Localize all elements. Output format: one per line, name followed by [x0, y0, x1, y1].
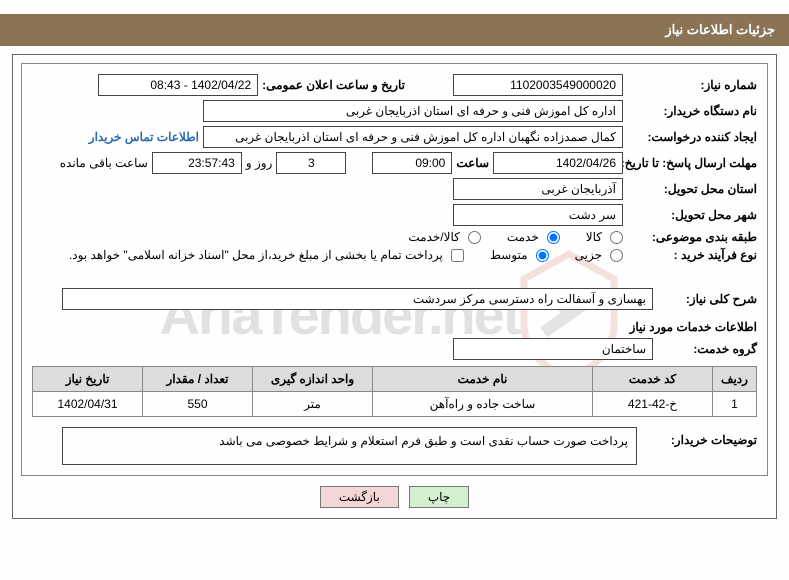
description-value: بهسازی و آسفالت راه دسترسی مرکز سردشت	[62, 288, 653, 310]
deadline-label: مهلت ارسال پاسخ: تا تاریخ:	[627, 156, 757, 170]
radio-goods[interactable]	[610, 231, 623, 244]
deadline-time-value: 09:00	[372, 152, 452, 174]
row-description: شرح کلی نیاز: بهسازی و آسفالت راه دسترسی…	[32, 288, 757, 310]
row-buyer-note: توضیحات خریدار: پرداخت صورت حساب نقدی اس…	[32, 427, 757, 465]
row-deadline: مهلت ارسال پاسخ: تا تاریخ: 1402/04/26 سا…	[32, 152, 757, 174]
need-number-label: شماره نیاز:	[627, 78, 757, 92]
pub-date-value: 1402/04/22 - 08:43	[98, 74, 258, 96]
province-label: استان محل تحویل:	[627, 182, 757, 196]
treasury-checkbox[interactable]	[451, 249, 464, 262]
cell-name: ساخت جاده و راه‌آهن	[373, 392, 593, 417]
cell-date: 1402/04/31	[33, 392, 143, 417]
requester-label: ایجاد کننده درخواست:	[627, 130, 757, 144]
row-service-group: گروه خدمت: ساختمان	[32, 338, 757, 360]
treasury-note: پرداخت تمام یا بخشی از مبلغ خرید،از محل …	[69, 248, 443, 262]
page-title: جزئیات اطلاعات نیاز	[665, 22, 775, 37]
radio-service-label: خدمت	[507, 230, 539, 244]
service-group-label: گروه خدمت:	[657, 342, 757, 356]
days-left-value: 3	[276, 152, 346, 174]
button-row: چاپ بازگشت	[21, 486, 768, 508]
pub-date-label: تاریخ و ساعت اعلان عمومی:	[262, 78, 405, 92]
col-code: کد خدمت	[593, 367, 713, 392]
print-button[interactable]: چاپ	[409, 486, 469, 508]
row-need-number: شماره نیاز: 1102003549000020 تاریخ و ساع…	[32, 74, 757, 96]
cell-row: 1	[713, 392, 757, 417]
radio-both-label: کالا/خدمت	[408, 230, 459, 244]
city-value: سر دشت	[453, 204, 623, 226]
buyer-note-value: پرداخت صورت حساب نقدی است و طبق فرم استع…	[62, 427, 637, 465]
page-header: جزئیات اطلاعات نیاز	[0, 14, 789, 46]
radio-partial[interactable]	[610, 249, 623, 262]
service-info-heading: اطلاعات خدمات مورد نیاز	[32, 320, 757, 334]
col-qty: تعداد / مقدار	[143, 367, 253, 392]
col-unit: واحد اندازه گیری	[253, 367, 373, 392]
buyer-note-label: توضیحات خریدار:	[637, 433, 757, 447]
radio-goods-label: کالا	[586, 230, 602, 244]
cell-unit: متر	[253, 392, 373, 417]
table-header-row: ردیف کد خدمت نام خدمت واحد اندازه گیری ت…	[33, 367, 757, 392]
buyer-contact-link[interactable]: اطلاعات تماس خریدار	[89, 130, 199, 144]
buyer-org-label: نام دستگاه خریدار:	[627, 104, 757, 118]
col-name: نام خدمت	[373, 367, 593, 392]
process-label: نوع فرآیند خرید :	[627, 248, 757, 262]
services-table: ردیف کد خدمت نام خدمت واحد اندازه گیری ت…	[32, 366, 757, 417]
time-label: ساعت	[456, 156, 489, 170]
days-and-text: روز و	[246, 156, 273, 170]
countdown-value: 23:57:43	[152, 152, 242, 174]
row-province: استان محل تحویل: آذربایجان غربی	[32, 178, 757, 200]
outer-frame: شماره نیاز: 1102003549000020 تاریخ و ساع…	[12, 54, 777, 519]
buyer-org-value: اداره کل اموزش فنی و حرفه ای استان اذربا…	[203, 100, 623, 122]
col-date: تاریخ نیاز	[33, 367, 143, 392]
row-requester: ایجاد کننده درخواست: کمال صمدزاده نگهبان…	[32, 126, 757, 148]
row-city: شهر محل تحویل: سر دشت	[32, 204, 757, 226]
city-label: شهر محل تحویل:	[627, 208, 757, 222]
remaining-text: ساعت باقی مانده	[60, 156, 148, 170]
description-label: شرح کلی نیاز:	[657, 292, 757, 306]
row-process-type: نوع فرآیند خرید : جزیی متوسط پرداخت تمام…	[32, 248, 757, 262]
form-panel: شماره نیاز: 1102003549000020 تاریخ و ساع…	[21, 63, 768, 476]
cell-qty: 550	[143, 392, 253, 417]
category-label: طبقه بندی موضوعی:	[627, 230, 757, 244]
table-row: 1 خ-42-421 ساخت جاده و راه‌آهن متر 550 1…	[33, 392, 757, 417]
deadline-date-value: 1402/04/26	[493, 152, 623, 174]
radio-medium[interactable]	[536, 249, 549, 262]
cell-code: خ-42-421	[593, 392, 713, 417]
back-button[interactable]: بازگشت	[320, 486, 399, 508]
radio-medium-label: متوسط	[490, 248, 528, 262]
radio-service[interactable]	[547, 231, 560, 244]
service-group-value: ساختمان	[453, 338, 653, 360]
radio-both[interactable]	[468, 231, 481, 244]
province-value: آذربایجان غربی	[453, 178, 623, 200]
col-row: ردیف	[713, 367, 757, 392]
need-number-value: 1102003549000020	[453, 74, 623, 96]
radio-partial-label: جزیی	[575, 248, 602, 262]
row-buyer-org: نام دستگاه خریدار: اداره کل اموزش فنی و …	[32, 100, 757, 122]
requester-value: کمال صمدزاده نگهبان اداره کل اموزش فنی و…	[203, 126, 623, 148]
row-category: طبقه بندی موضوعی: کالا خدمت کالا/خدمت	[32, 230, 757, 244]
